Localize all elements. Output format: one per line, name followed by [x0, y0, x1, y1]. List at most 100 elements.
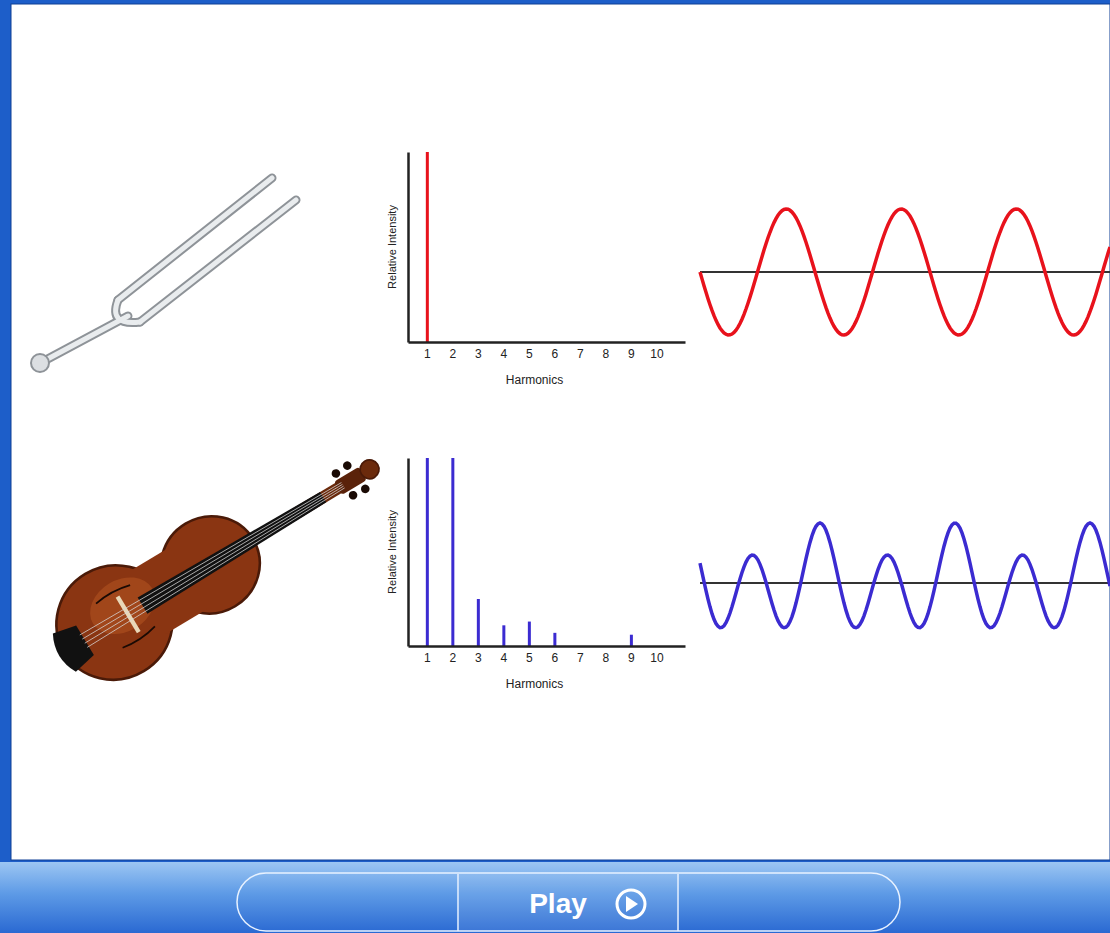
violin-peg — [330, 468, 342, 480]
x-tick: 10 — [650, 651, 664, 665]
x-tick-label: 3 — [475, 347, 482, 361]
play-button-face[interactable] — [459, 874, 677, 931]
play-icon-ring[interactable] — [617, 890, 645, 918]
x-tick: 2 — [449, 651, 456, 665]
bar — [426, 458, 429, 646]
toolbar-background — [0, 862, 1110, 933]
x-tick: 4 — [501, 347, 508, 361]
frame — [0, 0, 1110, 933]
x-tick-label: 9 — [628, 651, 635, 665]
waveform — [700, 209, 1110, 335]
violin — [30, 416, 407, 705]
x-tick: 7 — [577, 347, 584, 361]
page: 1 2 3 4 5 6 7 8 9 10 Harmonics Relative Intensity 1 2… — [0, 0, 1110, 933]
x-tick-label: 1 — [424, 651, 431, 665]
x-tick: 6 — [552, 347, 559, 361]
x-tick-label: 10 — [650, 651, 664, 665]
violin-peg — [341, 460, 353, 472]
bar — [502, 625, 505, 646]
x-tick-label: 5 — [526, 347, 533, 361]
bar — [553, 633, 556, 646]
fork-outline — [42, 316, 128, 362]
bar — [630, 635, 633, 646]
waveform-axis — [700, 582, 1110, 584]
x-tick-label: 8 — [603, 347, 610, 361]
x-tick: 10 — [650, 347, 664, 361]
x-tick-label: 9 — [628, 347, 635, 361]
x-axis-title: Harmonics — [506, 373, 563, 387]
x-tick: 2 — [449, 347, 456, 361]
bar — [426, 152, 429, 342]
violin-scroll — [357, 456, 383, 482]
x-tick: 4 — [501, 651, 508, 665]
canvas-area — [11, 4, 1110, 860]
bars — [426, 152, 429, 342]
x-tick-label: 5 — [526, 651, 533, 665]
toolbar-pill — [237, 873, 900, 931]
play-icon-arrow[interactable] — [626, 896, 638, 912]
bar — [451, 458, 454, 646]
play-button[interactable]: Play — [459, 874, 677, 931]
x-axis: 1 2 3 4 5 6 7 8 9 10 — [409, 343, 686, 361]
y-axis-title: Relative Intensity — [386, 205, 398, 289]
x-tick-label: 4 — [501, 347, 508, 361]
x-tick-label: 2 — [449, 347, 456, 361]
violin-fingerboard — [138, 489, 328, 614]
bars — [426, 458, 633, 646]
x-tick: 6 — [552, 651, 559, 665]
x-tick-label: 4 — [501, 651, 508, 665]
bar — [528, 622, 531, 646]
x-tick: 9 — [628, 347, 635, 361]
x-tick-label: 10 — [650, 347, 664, 361]
x-tick-label: 6 — [552, 347, 559, 361]
violin-string — [80, 479, 342, 638]
waveform-axis — [700, 271, 1110, 273]
x-tick: 1 — [424, 651, 431, 665]
y-axis-line — [407, 459, 410, 647]
bar — [477, 599, 480, 646]
x-tick: 8 — [603, 651, 610, 665]
x-tick: 8 — [603, 347, 610, 361]
x-tick-label: 7 — [577, 651, 584, 665]
x-tick: 9 — [628, 651, 635, 665]
play-label[interactable]: Play — [529, 888, 587, 919]
violin-f-hole — [95, 582, 130, 605]
x-tick: 1 — [424, 347, 431, 361]
x-tick-label: 7 — [577, 347, 584, 361]
x-tick: 3 — [475, 347, 482, 361]
violin-f-hole — [122, 626, 157, 649]
fork-body — [42, 316, 128, 362]
toolbar: Play — [0, 862, 1110, 933]
x-tick-label: 1 — [424, 347, 431, 361]
x-tick: 3 — [475, 651, 482, 665]
violin-string — [85, 488, 347, 647]
y-axis — [408, 153, 409, 343]
toolbar-divider — [457, 874, 459, 931]
x-tick-label: 8 — [603, 651, 610, 665]
waveform — [700, 523, 1110, 628]
x-axis: 1 2 3 4 5 6 7 8 9 10 — [409, 647, 686, 665]
x-tick: 5 — [526, 347, 533, 361]
y-axis-title: Relative Intensity — [386, 510, 398, 594]
x-tick-label: 6 — [552, 651, 559, 665]
waveform-curve — [700, 523, 1110, 628]
x-tick-label: 2 — [449, 651, 456, 665]
violin-string — [84, 486, 344, 643]
x-tick-label: 3 — [475, 651, 482, 665]
x-axis-line — [409, 341, 686, 344]
fork-ball — [31, 354, 49, 372]
x-axis-line — [409, 645, 686, 648]
violin-peg — [359, 483, 371, 495]
y-axis — [408, 459, 409, 647]
x-axis-title: Harmonics — [506, 677, 563, 691]
toolbar-divider — [677, 874, 679, 931]
tuning-fork — [31, 178, 296, 372]
fork-body — [140, 200, 296, 322]
chart-panel: 1 2 3 4 5 6 7 8 9 10 Harmonics Relative Intensity — [31, 152, 1110, 387]
chart-panel: 1 2 3 4 5 6 7 8 9 10 Harmonics Relative Intensity — [30, 416, 1110, 705]
x-tick: 7 — [577, 651, 584, 665]
violin-string — [82, 483, 342, 640]
x-tick: 5 — [526, 651, 533, 665]
violin-peg — [347, 489, 359, 501]
waveform-curve — [700, 209, 1110, 335]
